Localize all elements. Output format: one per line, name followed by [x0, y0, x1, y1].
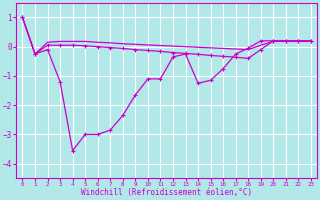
X-axis label: Windchill (Refroidissement éolien,°C): Windchill (Refroidissement éolien,°C)	[81, 188, 252, 197]
